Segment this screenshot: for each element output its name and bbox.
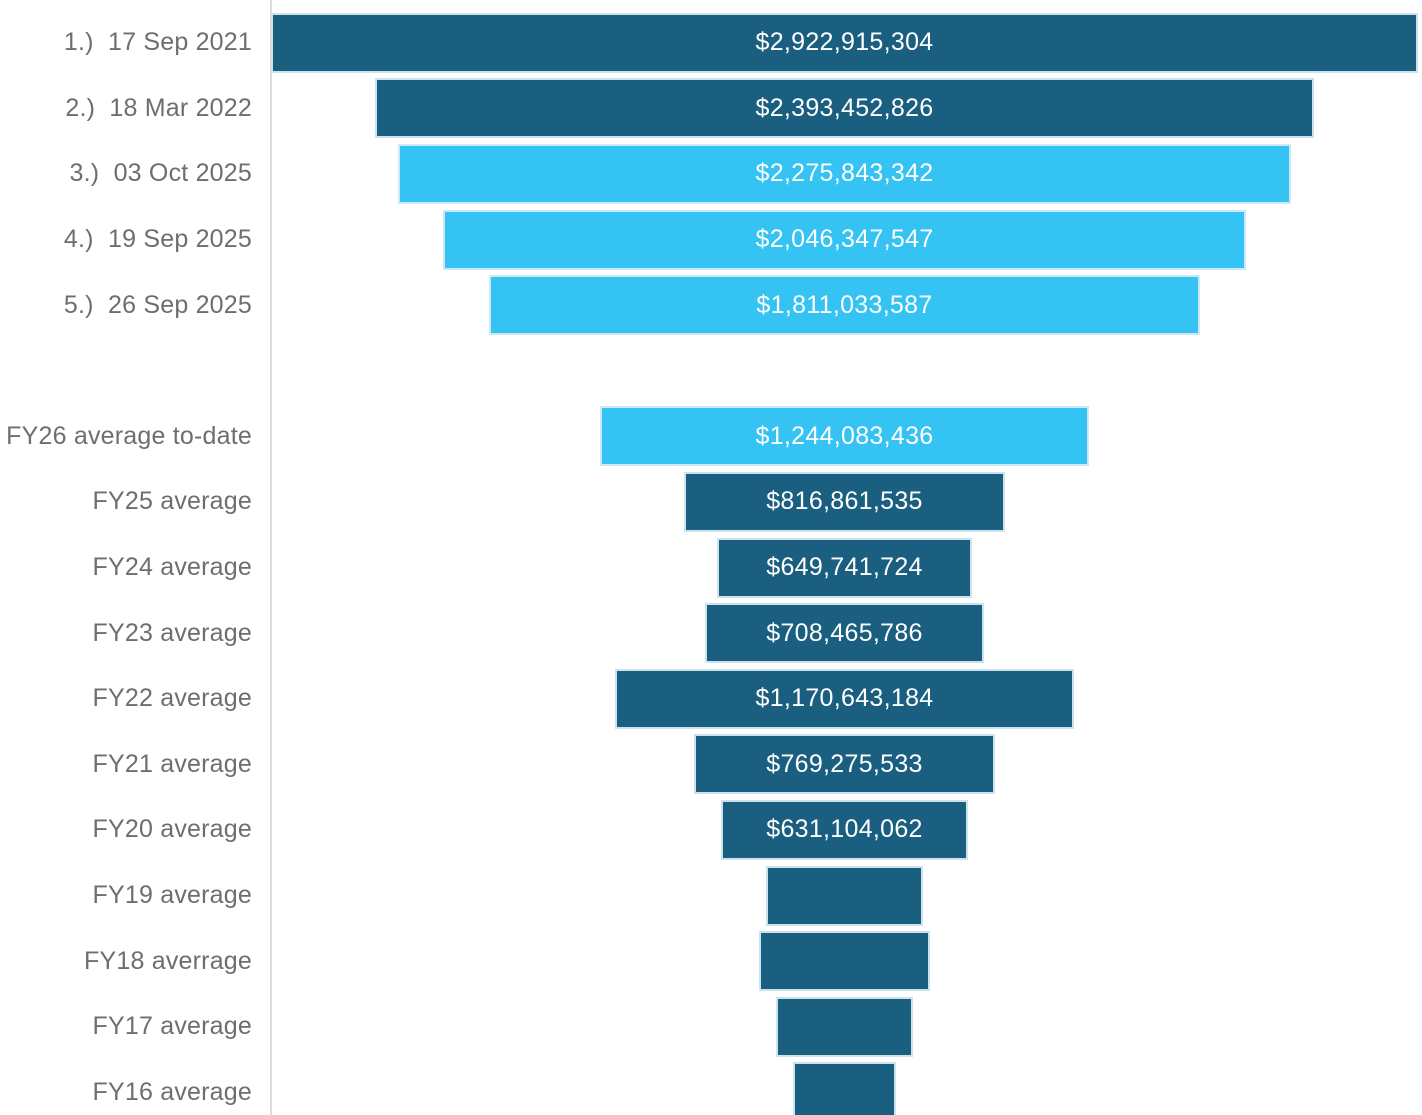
funnel-rows: 1.) 17 Sep 2021 $2,922,915,304 2.) 18 Ma… [0, 10, 1422, 1115]
category-label: 2.) 18 Mar 2022 [65, 93, 252, 122]
category-label: FY23 average [92, 618, 252, 647]
bar-track [271, 338, 1418, 404]
bar-value-label: $769,275,533 [766, 749, 923, 778]
table-row: FY26 average to-date $1,244,083,436 [0, 404, 1422, 470]
bar[interactable]: $1,244,083,436 [600, 406, 1089, 467]
bar-value-label: $1,811,033,587 [756, 290, 933, 319]
table-row: FY16 average [0, 1060, 1422, 1115]
table-row: FY25 average $816,861,535 [0, 469, 1422, 535]
category-label: 3.) 03 Oct 2025 [69, 159, 252, 188]
bar[interactable]: $1,170,643,184 [614, 668, 1075, 729]
table-row: 5.) 26 Sep 2025 $1,811,033,587 [0, 272, 1422, 338]
bar[interactable]: $631,104,062 [720, 799, 969, 860]
table-row: FY24 average $649,741,724 [0, 535, 1422, 601]
bar[interactable] [758, 931, 931, 992]
bar-track [271, 1060, 1418, 1115]
table-row: 3.) 03 Oct 2025 $2,275,843,342 [0, 141, 1422, 207]
bar-track [271, 863, 1418, 929]
bar-track: $2,046,347,547 [271, 207, 1418, 273]
bar-track: $708,465,786 [271, 600, 1418, 666]
category-label: FY24 average [92, 553, 252, 582]
bar-track: $2,275,843,342 [271, 141, 1418, 207]
bar-track: $1,811,033,587 [271, 272, 1418, 338]
category-axis-line [270, 0, 272, 1115]
bar-value-label: $649,741,724 [766, 553, 923, 582]
bar-value-label: $708,465,786 [766, 618, 923, 647]
category-label: FY21 average [92, 749, 252, 778]
bar-value-label: $816,861,535 [766, 487, 923, 516]
bar[interactable] [776, 996, 913, 1057]
bar-track: $2,393,452,826 [271, 76, 1418, 142]
bar-value-label: $2,922,915,304 [755, 28, 934, 57]
bar-track: $1,244,083,436 [271, 404, 1418, 470]
bar[interactable] [766, 865, 923, 926]
bar-value-label: $1,170,643,184 [755, 684, 934, 713]
table-row: FY21 average $769,275,533 [0, 732, 1422, 798]
bar-value-label: $2,275,843,342 [755, 159, 934, 188]
category-label: FY19 average [92, 881, 252, 910]
table-row: 1.) 17 Sep 2021 $2,922,915,304 [0, 10, 1422, 76]
bar-track: $631,104,062 [271, 797, 1418, 863]
category-label: 1.) 17 Sep 2021 [63, 28, 252, 57]
table-row: FY17 average [0, 994, 1422, 1060]
bar[interactable]: $2,922,915,304 [271, 12, 1418, 73]
bar-track [271, 994, 1418, 1060]
bar-track: $769,275,533 [271, 732, 1418, 798]
bar-track: $1,170,643,184 [271, 666, 1418, 732]
bar[interactable]: $769,275,533 [693, 734, 996, 795]
bar[interactable]: $708,465,786 [705, 603, 984, 664]
category-label: FY25 average [92, 487, 252, 516]
bar-track: $2,922,915,304 [271, 10, 1418, 76]
table-row: FY18 averrage [0, 928, 1422, 994]
table-row: 2.) 18 Mar 2022 $2,393,452,826 [0, 76, 1422, 142]
bar[interactable] [793, 1062, 896, 1115]
table-row: 4.) 19 Sep 2025 $2,046,347,547 [0, 207, 1422, 273]
bar-value-label: $2,393,452,826 [755, 93, 934, 122]
bar[interactable]: $816,861,535 [684, 471, 1005, 532]
category-label: FY16 average [92, 1077, 252, 1106]
bar[interactable]: $649,741,724 [717, 537, 972, 598]
bar-value-label: $2,046,347,547 [755, 225, 934, 254]
bar[interactable]: $2,393,452,826 [374, 78, 1315, 139]
bar-track: $816,861,535 [271, 469, 1418, 535]
spacer-row [0, 338, 1422, 404]
bar[interactable]: $1,811,033,587 [489, 275, 1200, 336]
category-label: 5.) 26 Sep 2025 [63, 290, 252, 319]
category-label: 4.) 19 Sep 2025 [63, 225, 252, 254]
bar-value-label: $631,104,062 [766, 815, 923, 844]
category-label [0, 338, 252, 404]
bar[interactable]: $2,275,843,342 [397, 143, 1292, 204]
category-label: FY17 average [92, 1012, 252, 1041]
bar-value-label: $1,244,083,436 [755, 421, 934, 450]
bar-track [271, 928, 1418, 994]
category-label: FY22 average [92, 684, 252, 713]
category-label: FY20 average [92, 815, 252, 844]
table-row: FY20 average $631,104,062 [0, 797, 1422, 863]
table-row: FY19 average [0, 863, 1422, 929]
category-label: FY18 averrage [84, 946, 252, 975]
table-row: FY23 average $708,465,786 [0, 600, 1422, 666]
category-label: FY26 average to-date [6, 421, 252, 450]
bar-track: $649,741,724 [271, 535, 1418, 601]
table-row: FY22 average $1,170,643,184 [0, 666, 1422, 732]
bar[interactable]: $2,046,347,547 [443, 209, 1246, 270]
